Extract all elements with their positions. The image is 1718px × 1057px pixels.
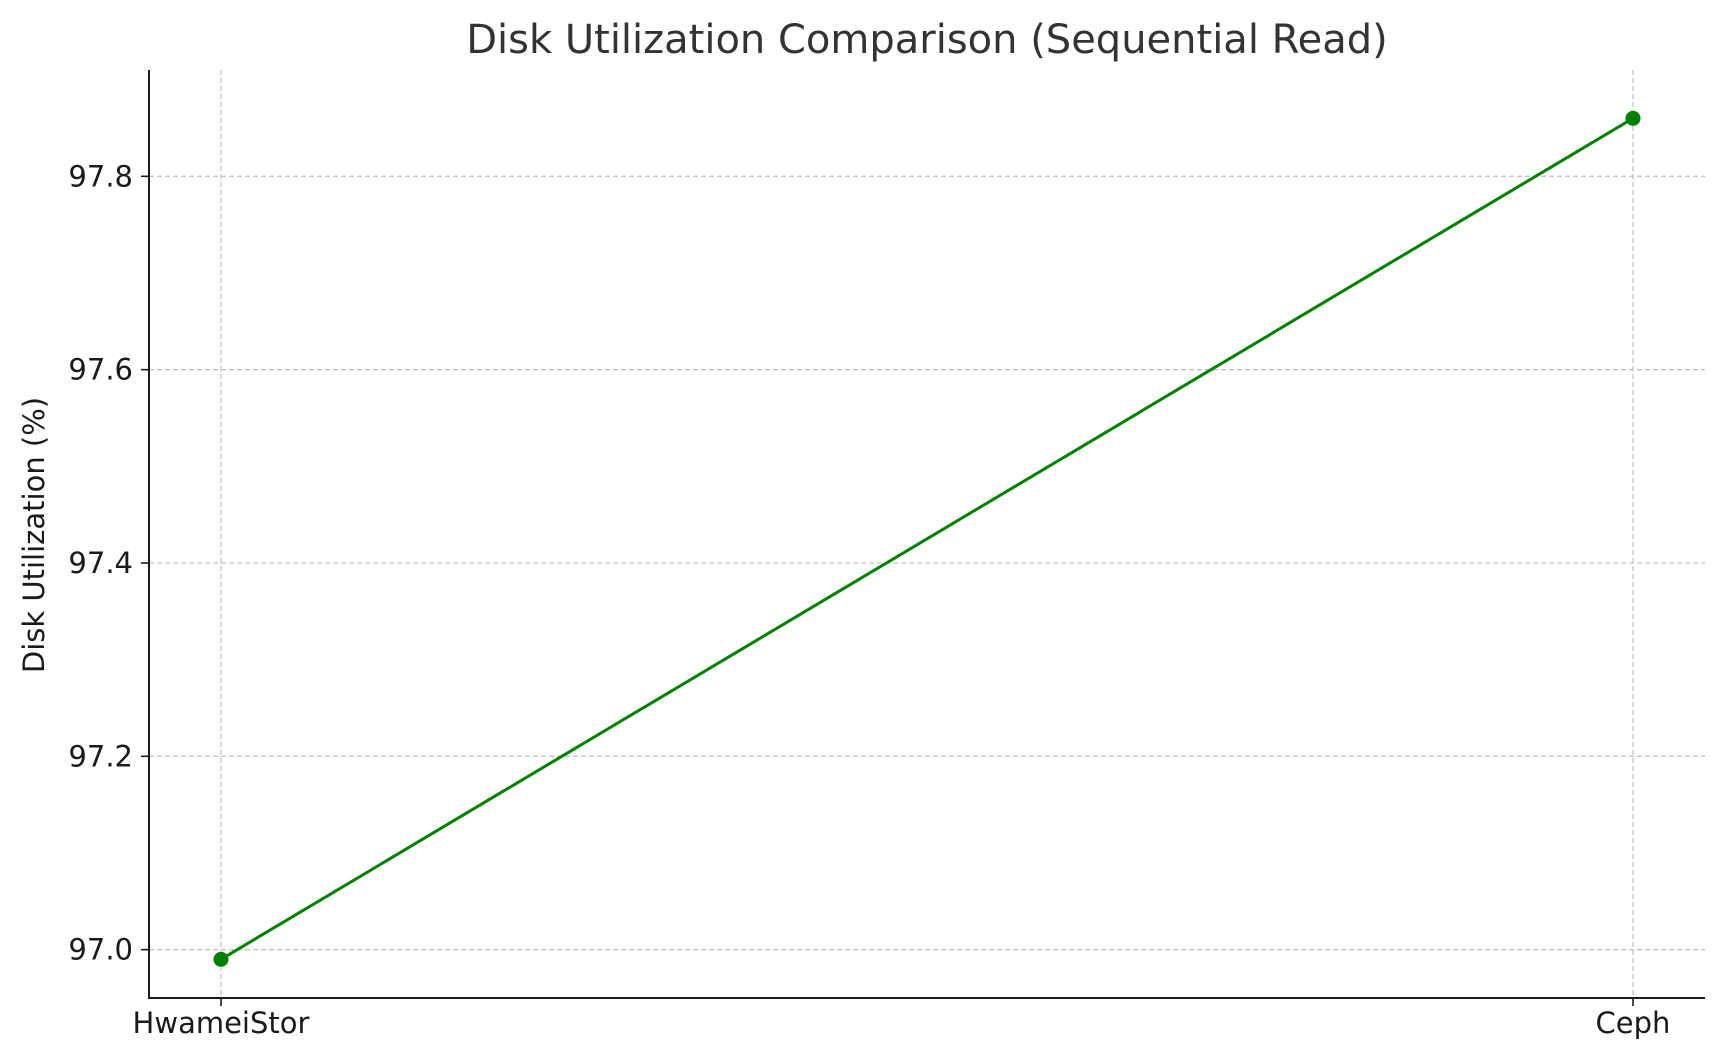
data-point <box>1625 110 1641 126</box>
ticks: 97.0 97.2 97.4 97.6 97.8 HwameiStor Ceph <box>68 159 1670 1040</box>
x-tick-label: Ceph <box>1596 1006 1671 1040</box>
grid <box>149 70 1705 998</box>
y-tick-label: 97.2 <box>68 739 133 773</box>
y-tick-label: 97.4 <box>68 546 133 580</box>
x-tick-label: HwameiStor <box>133 1006 310 1040</box>
series-line <box>219 116 1635 961</box>
y-tick-label: 97.0 <box>68 933 133 967</box>
series <box>213 110 1641 967</box>
y-axis-label: Disk Utilization (%) <box>17 397 51 673</box>
chart-title: Disk Utilization Comparison (Sequential … <box>466 17 1388 63</box>
data-point <box>213 951 229 967</box>
y-tick-label: 97.8 <box>68 159 133 193</box>
axes <box>148 70 1705 999</box>
y-tick-label: 97.6 <box>68 353 133 387</box>
